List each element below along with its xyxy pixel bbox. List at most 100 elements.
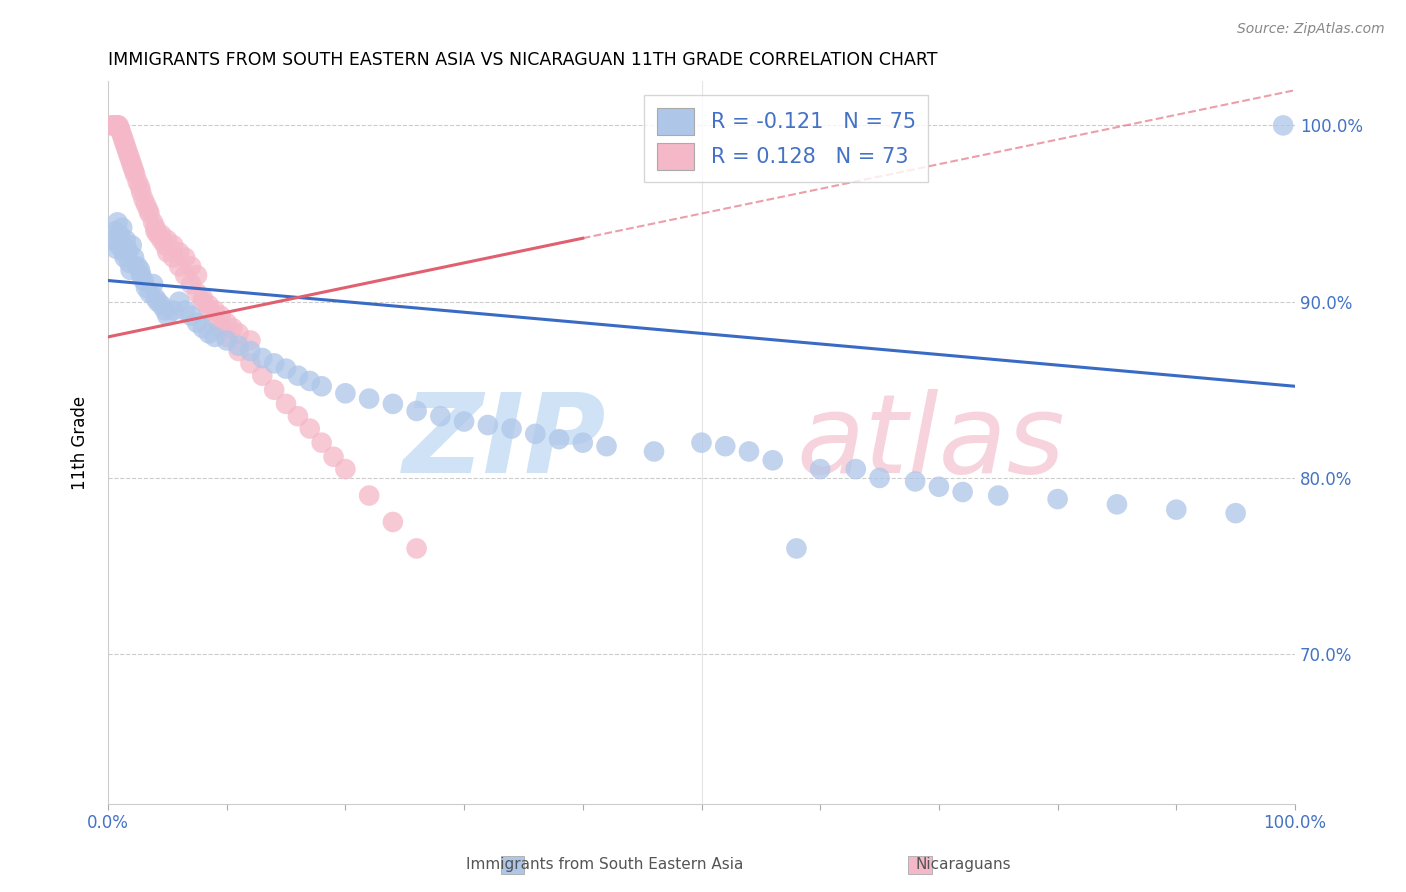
Point: [311, 379, 333, 393]
Point: [287, 368, 309, 383]
Text: Source: ZipAtlas.com: Source: ZipAtlas.com: [1237, 22, 1385, 37]
Point: [132, 273, 155, 287]
Point: [114, 136, 136, 150]
Point: [107, 119, 129, 133]
Point: [1046, 491, 1069, 506]
Point: [104, 119, 127, 133]
Point: [115, 242, 138, 256]
Point: [335, 462, 357, 476]
Point: [108, 122, 131, 136]
Point: [107, 215, 129, 229]
Point: [298, 421, 321, 435]
Point: [156, 309, 179, 323]
Point: [105, 242, 128, 256]
Point: [215, 316, 238, 330]
Point: [524, 426, 547, 441]
Point: [180, 277, 202, 291]
Point: [100, 119, 122, 133]
Point: [150, 298, 173, 312]
Point: [111, 220, 134, 235]
Point: [928, 480, 950, 494]
Point: [359, 392, 381, 406]
Point: [359, 489, 381, 503]
Point: [869, 471, 891, 485]
Point: [429, 409, 451, 424]
Point: [1166, 502, 1188, 516]
Point: [138, 206, 160, 220]
Text: IMMIGRANTS FROM SOUTH EASTERN ASIA VS NICARAGUAN 11TH GRADE CORRELATION CHART: IMMIGRANTS FROM SOUTH EASTERN ASIA VS NI…: [108, 51, 938, 69]
Point: [714, 439, 737, 453]
Point: [146, 227, 169, 242]
Point: [221, 321, 243, 335]
Point: [122, 164, 145, 178]
Point: [124, 168, 146, 182]
Point: [453, 415, 475, 429]
Point: [381, 397, 404, 411]
Point: [215, 330, 238, 344]
Point: [239, 344, 262, 359]
Point: [952, 485, 974, 500]
Point: [121, 157, 143, 171]
Point: [762, 453, 785, 467]
Point: [145, 224, 167, 238]
Point: [311, 435, 333, 450]
Point: [129, 263, 152, 277]
Point: [274, 397, 297, 411]
Point: [174, 268, 197, 283]
Point: [204, 330, 226, 344]
Point: [252, 351, 274, 365]
Point: [274, 361, 297, 376]
Point: [162, 303, 184, 318]
Point: [156, 233, 179, 247]
Point: [129, 180, 152, 194]
Point: [114, 139, 136, 153]
Point: [180, 260, 202, 274]
Point: [252, 368, 274, 383]
Point: [114, 233, 136, 247]
Point: [167, 260, 190, 274]
Text: ZIP: ZIP: [404, 389, 606, 496]
Point: [150, 233, 173, 247]
Point: [104, 224, 127, 238]
Point: [112, 132, 135, 146]
Point: [1105, 497, 1128, 511]
Point: [381, 515, 404, 529]
Point: [120, 263, 142, 277]
Point: [690, 435, 713, 450]
Point: [153, 303, 176, 318]
Point: [107, 119, 129, 133]
Point: [239, 356, 262, 370]
Point: [135, 198, 157, 212]
Point: [114, 251, 136, 265]
Point: [198, 298, 221, 312]
Point: [167, 294, 190, 309]
Point: [135, 280, 157, 294]
Point: [738, 444, 761, 458]
Point: [129, 186, 152, 200]
Point: [335, 386, 357, 401]
Point: [186, 268, 208, 283]
Point: [215, 334, 238, 348]
Point: [405, 541, 427, 556]
Point: [987, 489, 1010, 503]
Point: [115, 143, 138, 157]
Point: [228, 344, 250, 359]
Point: [263, 356, 285, 370]
Point: [110, 125, 132, 139]
Point: [145, 291, 167, 305]
Point: [138, 202, 160, 217]
Point: [127, 175, 149, 189]
Point: [142, 277, 165, 291]
Point: [150, 227, 173, 242]
Point: [209, 321, 232, 335]
Point: [105, 119, 128, 133]
Point: [263, 383, 285, 397]
Point: [127, 260, 149, 274]
Point: [162, 238, 184, 252]
Point: [122, 161, 145, 175]
Point: [785, 541, 807, 556]
Point: [228, 339, 250, 353]
Text: Nicaraguans: Nicaraguans: [915, 857, 1011, 872]
Point: [107, 238, 129, 252]
Point: [228, 326, 250, 341]
